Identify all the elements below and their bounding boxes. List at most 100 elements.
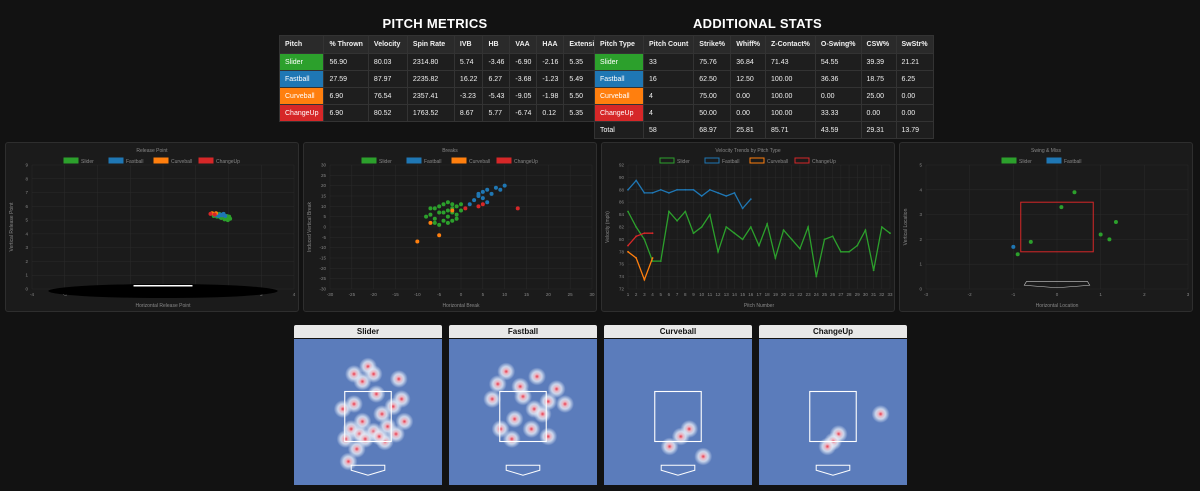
release-point-chart: Release Point Slider Fastball Curveball Chan… — [5, 142, 299, 312]
legend-label: Curveball — [767, 159, 788, 165]
density-blob — [556, 395, 574, 413]
legend-swatch — [1001, 157, 1017, 164]
x-tick-label: 25 — [822, 292, 828, 297]
data-point — [445, 214, 450, 219]
y-tick-label: 20 — [321, 183, 327, 188]
density-blob — [389, 370, 408, 388]
x-tick-label: -1 — [1011, 292, 1015, 297]
strike-zone — [654, 390, 702, 443]
x-tick-label: -3 — [924, 292, 928, 297]
y-tick-label: 25 — [321, 173, 327, 178]
data-point — [643, 278, 646, 281]
table-row: Curveball 4 75.00 0.00 100.00 0.00 25.00 0.00 — [594, 87, 934, 105]
data-point — [1098, 232, 1103, 237]
data-point — [815, 275, 818, 278]
chart-title: Release Point — [136, 148, 168, 154]
data-point — [485, 187, 490, 192]
table-cell: 68.97 — [693, 121, 732, 139]
table-cell: 6.90 — [323, 87, 369, 105]
x-tick-label: 5 — [659, 292, 662, 297]
data-point — [651, 257, 654, 259]
density-blob — [528, 367, 546, 386]
data-point — [476, 191, 481, 196]
density-blob — [339, 452, 358, 471]
y-axis-label: Velocity (mph) — [605, 211, 611, 243]
data-point — [692, 232, 695, 235]
data-point — [700, 226, 703, 228]
data-point — [441, 218, 446, 223]
y-tick-label: 5 — [323, 214, 326, 219]
table-cell: 71.43 — [765, 53, 816, 71]
plot-area: -30 -25 -20 -15 -10 -5 0 5 10 15 20 25 30 -30 -25 -20 -1… — [307, 163, 595, 310]
legend-label: Fastball — [424, 159, 442, 165]
table-cell: 1763.52 — [406, 104, 455, 122]
table-cell: 33 — [642, 53, 695, 71]
table-cell: -9.05 — [509, 87, 538, 105]
plot-area: -3 -2 -1 0 1 2 3 0 1 2 3 4 5 Horizontal Location Verti… — [903, 163, 1190, 310]
data-point — [454, 212, 459, 217]
pitch-name-cell: Fastball — [278, 70, 325, 88]
heatmap-changeup: ChangeUp — [759, 325, 907, 485]
legend-label: Fastball — [1064, 159, 1082, 165]
data-point — [717, 192, 719, 194]
data-point — [222, 217, 227, 222]
legend-label: Curveball — [469, 159, 490, 165]
table-cell: 16.22 — [453, 70, 484, 88]
x-tick-label: -15 — [392, 292, 399, 297]
x-tick-label: 16 — [748, 292, 754, 297]
x-tick-label: -20 — [370, 292, 377, 297]
density-blob — [356, 430, 375, 448]
y-tick-label: 74 — [619, 274, 625, 279]
column-header: HB — [482, 35, 511, 54]
table-row: Slider 33 75.76 36.84 71.43 54.55 39.39 21.21 — [594, 53, 934, 71]
data-point — [476, 204, 481, 209]
data-point — [441, 210, 446, 215]
y-tick-label: 5 — [919, 163, 922, 168]
legend-label: Slider — [81, 159, 94, 165]
table-cell: 100.00 — [765, 70, 816, 88]
legend-swatch — [794, 157, 810, 164]
home-plate — [1023, 281, 1091, 289]
data-point — [515, 206, 520, 211]
data-point — [627, 188, 629, 191]
data-point — [807, 226, 810, 228]
x-tick-label: 7 — [676, 292, 679, 297]
y-tick-label: 80 — [619, 237, 625, 242]
data-point — [708, 213, 711, 216]
table-cell: 2357.41 — [406, 87, 455, 105]
data-point — [799, 247, 801, 250]
y-tick-label: 30 — [321, 163, 327, 168]
pitch-name-cell: Curveball — [594, 87, 644, 105]
table-cell: -2.16 — [536, 53, 565, 71]
pitch-name-cell: Slider — [594, 53, 644, 71]
density-blob — [497, 362, 516, 381]
column-header: CSW% — [860, 35, 897, 54]
legend-swatch — [1046, 157, 1062, 164]
x-tick-label: 24 — [814, 292, 820, 297]
data-point — [749, 226, 752, 228]
series-line — [627, 251, 654, 282]
legend-label: Curveball — [171, 159, 192, 165]
data-point — [643, 232, 646, 235]
table-cell: 0.00 — [860, 104, 897, 122]
data-point — [428, 206, 433, 211]
x-tick-label: 17 — [756, 292, 762, 297]
table-cell: 50.00 — [693, 104, 732, 122]
table-cell: 58 — [642, 121, 695, 139]
y-tick-label: 1 — [919, 262, 922, 267]
data-point — [725, 195, 728, 197]
y-tick-label: 4 — [25, 231, 28, 236]
data-point — [774, 257, 777, 259]
table-cell: 75.76 — [693, 53, 732, 71]
x-tick-label: 18 — [765, 292, 771, 297]
table-cell: 36.36 — [814, 70, 862, 88]
data-point — [627, 210, 629, 213]
y-tick-label: 0 — [25, 287, 28, 292]
data-point — [790, 238, 793, 241]
column-header: Pitch — [278, 35, 325, 54]
x-axis-label: Horizontal Release Point — [135, 303, 191, 309]
legend-swatch — [451, 157, 467, 164]
y-tick-label: 15 — [321, 194, 327, 199]
table-cell: 4 — [642, 104, 695, 122]
density-blob — [502, 430, 521, 448]
